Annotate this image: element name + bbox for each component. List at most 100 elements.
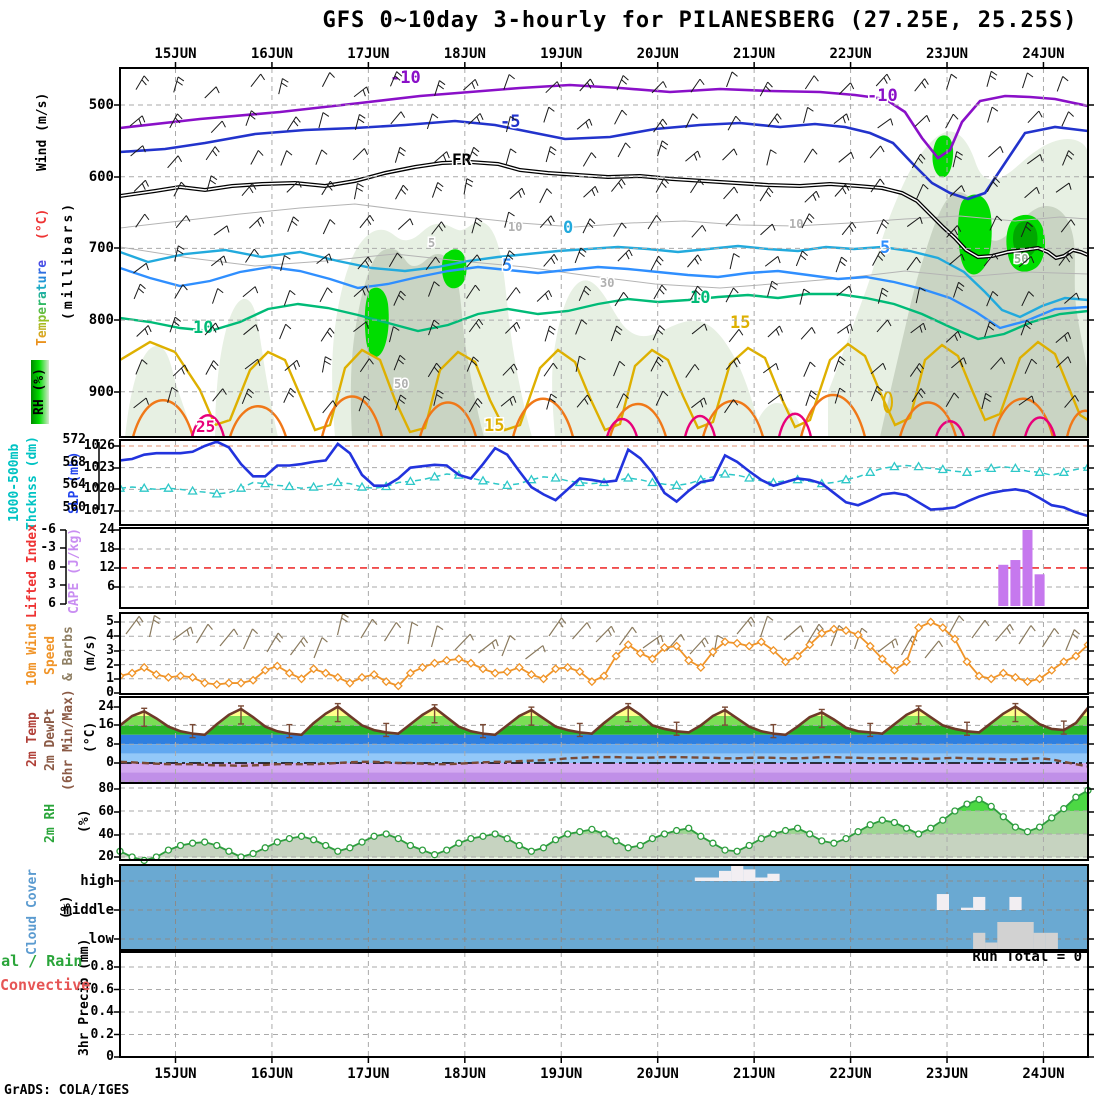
contour-label: -10 (867, 86, 898, 106)
day-label-top: 22JUN (829, 46, 872, 62)
cloud-bar-high (706, 877, 720, 881)
cloud-bar-high (755, 877, 768, 881)
day-label-top: 18JUN (443, 46, 486, 62)
contour-label: 5 (428, 236, 435, 250)
label-convective: Convective (0, 976, 91, 994)
label-temperature: Temperature (34, 250, 52, 356)
contour-label: FR (452, 150, 472, 169)
cape-bar (1022, 529, 1033, 606)
slp-tick: 1020 (83, 481, 115, 496)
label-2m-temp: 2m Temp (25, 712, 40, 768)
contour-label: 30 (600, 276, 614, 290)
contour-label: 50 (394, 377, 408, 391)
day-label-top: 16JUN (250, 46, 294, 62)
li-tick: -6 (40, 522, 56, 537)
li-tick: 3 (48, 577, 56, 592)
precip-tick: 0 (106, 1049, 114, 1064)
cloud-bar-high (731, 865, 744, 881)
day-label-top: 21JUN (733, 46, 776, 62)
contour-label: -10 (390, 68, 421, 88)
axis-ticks (60, 62, 1094, 1063)
cape-tick: 24 (99, 522, 115, 537)
upper-wind-barbs (129, 70, 1080, 414)
label-temp-unit: (°C) (35, 208, 50, 240)
label-rh: RH (%) (31, 360, 49, 424)
contour-label: 15 (484, 416, 504, 436)
label-10m-wind: 10m Wind (25, 623, 40, 687)
cape-bar (1034, 574, 1045, 606)
precip-tick: 0.6 (90, 981, 114, 997)
contour-label: 5 (502, 256, 512, 276)
day-label-bottom: 17JUN (347, 1066, 390, 1082)
day-label-top: 23JUN (925, 46, 969, 62)
upper-air-grid (120, 68, 1088, 437)
cape-tick: 18 (99, 541, 115, 556)
li-tick: -3 (40, 540, 56, 555)
rh-shading-rh-high (364, 287, 389, 357)
precip-tick: 0.4 (90, 1004, 114, 1019)
day-label-bottom: 21JUN (733, 1066, 776, 1082)
cloud-bar-middle (973, 896, 986, 910)
credit-text: GrADS: COLA/IGES (4, 1083, 130, 1098)
thickness-tick: 560 (62, 500, 86, 515)
wind-tick: 5 (106, 614, 114, 629)
pressure-tick: 800 (88, 312, 114, 328)
precip-panel (120, 952, 1088, 1057)
wind-tick: 1 (106, 671, 114, 686)
contour-10 (120, 292, 1088, 341)
label-cloud-cover: Cloud Cover (25, 868, 40, 956)
thickness-tick: 568 (62, 455, 86, 470)
cloud-bar-high (743, 869, 756, 881)
rh-tick: 40 (98, 827, 114, 842)
li-tick: 6 (48, 596, 56, 611)
rh-tick: 60 (98, 804, 114, 819)
day-label-bottom: 18JUN (443, 1066, 486, 1082)
cloud-bar-middle (936, 894, 949, 910)
temp-tick: 8 (106, 736, 114, 751)
pressure-tick: 900 (88, 384, 114, 400)
cloud-bar-high (767, 873, 780, 881)
day-label-top: 24JUN (1022, 46, 1065, 62)
contour-15 (120, 340, 1088, 434)
cloud-bar-low (985, 942, 998, 949)
day-label-bottom: 15JUN (154, 1066, 197, 1082)
wind10m-panel (120, 613, 1088, 694)
slp-tick: 1026 (83, 438, 115, 453)
label-thickness-line1: 1000-500mb (7, 443, 22, 523)
precip-tick: 0.8 (90, 959, 114, 974)
label-total-rain: Total / Rain (0, 952, 83, 970)
rh2m-panel (116, 783, 1092, 865)
contour-label: 0 (563, 218, 573, 238)
day-label-top: 19JUN (540, 46, 583, 62)
slp-line (120, 440, 1088, 518)
contour-label: 10 (690, 288, 710, 308)
rh-shading-rh-light (552, 280, 804, 437)
page-title: GFS 0~10day 3-hourly for PILANESBERG (27… (322, 8, 1078, 33)
contour-0 (120, 244, 1088, 319)
cloud-bar-low (997, 922, 1010, 949)
temp-tick: 0 (106, 755, 114, 770)
li-cape-panel (120, 528, 1088, 608)
cloud-bar-low (1009, 922, 1022, 949)
cape-bar (998, 564, 1009, 606)
day-label-top: 17JUN (347, 46, 390, 62)
contour-label: 10 (193, 318, 213, 338)
day-label-top: 20JUN (636, 46, 679, 62)
rh-shading-rh-high (442, 249, 467, 289)
pressure-tick: 500 (88, 97, 114, 113)
day-label-bottom: 19JUN (540, 1066, 583, 1082)
contour-label: 25 (196, 417, 215, 436)
cloud-bar-low (973, 932, 986, 949)
rh-tick: 80 (98, 781, 114, 796)
rh-tick: 20 (98, 849, 114, 864)
day-label-bottom: 23JUN (925, 1066, 969, 1082)
contour-label: 50 (1014, 252, 1028, 266)
dewpoint-line (119, 755, 1089, 768)
wind-tick: 0 (106, 685, 114, 700)
cape-tick: 6 (107, 579, 115, 594)
day-label-bottom: 20JUN (636, 1066, 679, 1082)
cloud-row-label: high (80, 873, 114, 889)
cloud-bar-middle (1009, 896, 1022, 910)
